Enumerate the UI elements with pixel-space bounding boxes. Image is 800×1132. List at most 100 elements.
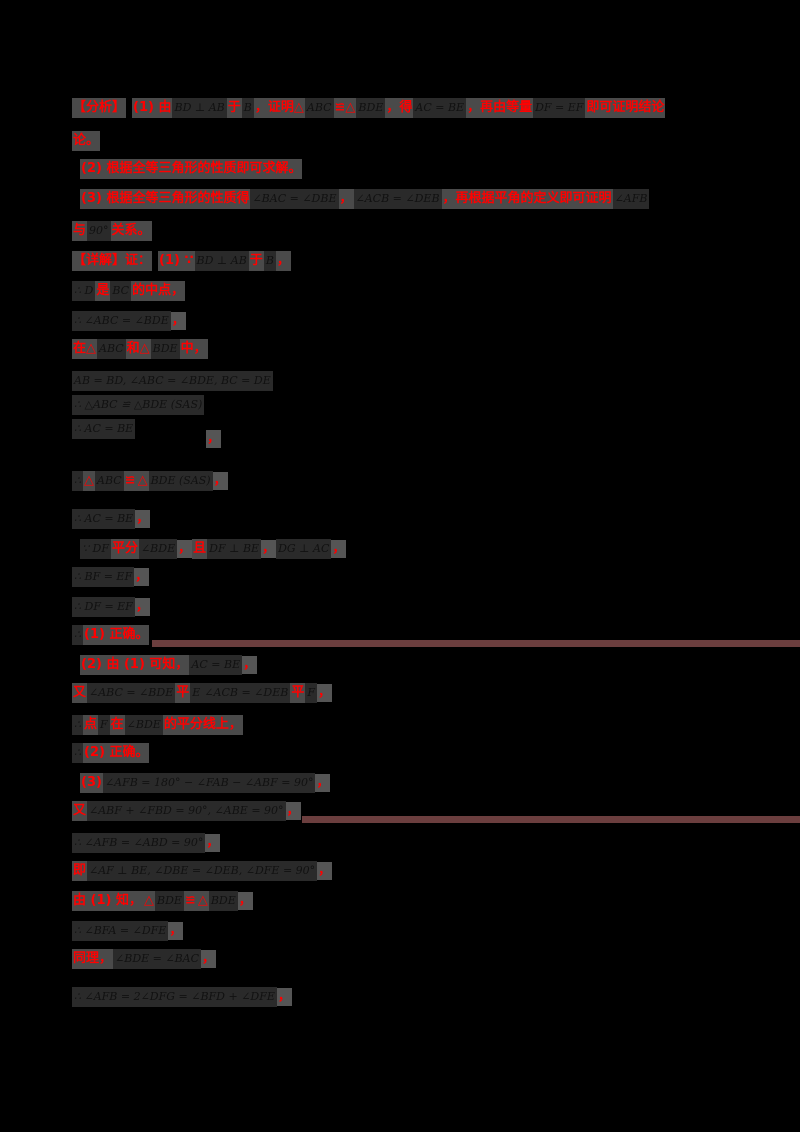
solution-line-21: ∴ ∠AFB = ∠ABD = 90° ， [72, 832, 221, 854]
punct: ， [317, 862, 333, 880]
solution-line-24: ∴ ∠BFA = ∠DFE ， [72, 920, 184, 942]
text: 由 (1) 知， [72, 891, 143, 911]
punct: ， [242, 656, 258, 674]
formula: ABC [97, 339, 126, 359]
text: (2) 正确。 [83, 743, 150, 763]
solution-line-10: ∴ AC = BE ， [72, 508, 151, 530]
text: 中， [179, 339, 208, 359]
formula: ∴ [72, 625, 83, 645]
text: (1) ∵ [158, 251, 195, 271]
text: 且 [192, 539, 208, 559]
text: ，得 [385, 98, 414, 118]
formula: DF ⊥ BE [207, 539, 262, 559]
text: 的中点， [131, 281, 186, 301]
solution-line-22: 即 ∠AF ⊥ BE, ∠DBE = ∠DEB, ∠DFE = 90° ， [72, 860, 333, 882]
formula: ∴ D [72, 281, 96, 301]
punct: ， [261, 540, 277, 558]
text: 与 [72, 221, 88, 241]
text: 论。 [72, 131, 101, 151]
formula: ∠ABC = ∠BDE [87, 683, 176, 703]
formula: ∴ ∠ABC = ∠BDE [72, 311, 171, 331]
solution-line-19: (3) ∠AFB = 180° − ∠FAB − ∠ABF = 90° ， [80, 772, 331, 794]
formula: 90° [87, 221, 111, 241]
text: 即 [72, 861, 88, 881]
formula: BC [110, 281, 132, 301]
solution-line-20: 又 ∠ABF + ∠FBD = 90°, ∠ABE = 90° ， [72, 800, 301, 822]
formula: ∴ ∠BFA = ∠DFE [72, 921, 169, 941]
text: 是 [95, 281, 111, 301]
formula: BDE (SAS) [148, 471, 213, 491]
formula: ∠AFB = 180° − ∠FAB − ∠ABF = 90° [102, 773, 316, 793]
text: ≌ [183, 891, 197, 911]
formula: ∠BDE [138, 539, 178, 559]
formula: ∴ AC = BE [72, 509, 136, 529]
formula: ∴ ∠AFB = ∠ABD = 90° [72, 833, 206, 853]
formula: ∠BDE = ∠BAC [113, 949, 202, 969]
solution-line-6: ∴ △ABC ≌ △BDE (SAS) [72, 394, 205, 416]
text: 又 [72, 801, 88, 821]
formula: ABC [95, 471, 124, 491]
text: (1) 由 [132, 98, 173, 118]
solution-line-11: ∵ DF 平分 ∠BDE ， 且 DF ⊥ BE ， DG ⊥ AC ， [80, 538, 347, 560]
formula: F [305, 683, 317, 703]
horizontal-rule [302, 816, 800, 823]
formula: ∠BAC = ∠DBE [250, 189, 339, 209]
punct: ， [316, 684, 332, 702]
text: (3) [80, 773, 103, 793]
formula: ABC [304, 98, 334, 118]
text: △ [142, 891, 155, 911]
solution-line-4: 在△ ABC 和△ BDE 中， [72, 338, 208, 360]
analysis-line-1: 【分析】 (1) 由 BD ⊥ AB 于 B ，证明△ ABC ≌△ BDE ，… [72, 97, 666, 119]
formula: B [263, 251, 276, 271]
text: 于 [248, 251, 264, 271]
formula: E [190, 683, 203, 703]
punct: ， [331, 540, 347, 558]
text: (1) 正确。 [83, 625, 150, 645]
formula: AC = BE [413, 98, 467, 118]
text: 平分 [110, 539, 139, 559]
formula: B [241, 98, 254, 118]
text: △ [196, 891, 209, 911]
formula: BDE [356, 98, 386, 118]
punct: ， [134, 568, 150, 586]
text: 和△ [125, 339, 151, 359]
formula: ∴ △ABC ≌ △BDE (SAS) [72, 395, 205, 415]
text: 的平分线上， [162, 715, 243, 735]
formula: BDE [154, 891, 184, 911]
formula: AB = BD, ∠ABC = ∠BDE, BC = DE [72, 371, 273, 391]
solution-line-2: ∴ D 是 BC 的中点， [72, 280, 186, 302]
text: ≌△ [333, 98, 357, 118]
text: △ [83, 471, 95, 491]
text: ， [275, 251, 291, 271]
punct: ， [170, 312, 186, 330]
formula: DF = EF [533, 98, 586, 118]
text: (2) 根据全等三角形的性质即可求解。 [80, 159, 303, 179]
formula: BDE [208, 891, 238, 911]
formula: ∠AFB [612, 189, 650, 209]
formula: BD ⊥ AB [172, 98, 227, 118]
analysis-line-1b: 论。 [72, 130, 101, 152]
punct: ， [168, 922, 184, 940]
analysis-label: 【分析】 [72, 98, 127, 118]
punct: ， [201, 950, 217, 968]
solution-line-12: ∴ BF = EF ， [72, 566, 150, 588]
punct: ， [276, 988, 292, 1006]
solution-line-9: ∴ △ ABC ≌ △ BDE (SAS) ， [72, 470, 228, 492]
text: ，再由等量 [466, 98, 534, 118]
solution-line-7: ∴ AC = BE [72, 418, 136, 440]
solution-line-16: 又 ∠ABC = ∠BDE 平 E ∠ACB = ∠DEB 平 F ， [72, 682, 332, 704]
analysis-line-2: (2) 根据全等三角形的性质即可求解。 [80, 158, 303, 180]
solution-line-14: ∴ (1) 正确。 [72, 624, 150, 646]
formula: ∴ ∠AFB = 2∠DFG = ∠BFD + ∠DFE [72, 987, 277, 1007]
formula: BDE [150, 339, 180, 359]
punct: ， [237, 892, 253, 910]
solution-line-18: ∴ (2) 正确。 [72, 742, 150, 764]
formula: BD ⊥ AB [194, 251, 249, 271]
text: ≌ [123, 471, 137, 491]
text: 点 [83, 715, 99, 735]
text: 于 [226, 98, 242, 118]
text: (2) 由 (1) 可知， [80, 655, 190, 675]
solution-line-8: ， [206, 428, 222, 450]
analysis-line-3: (3) 根据全等三角形的性质得 ∠BAC = ∠DBE ， ∠ACB = ∠DE… [80, 188, 650, 210]
text: ，证明△ [253, 98, 305, 118]
